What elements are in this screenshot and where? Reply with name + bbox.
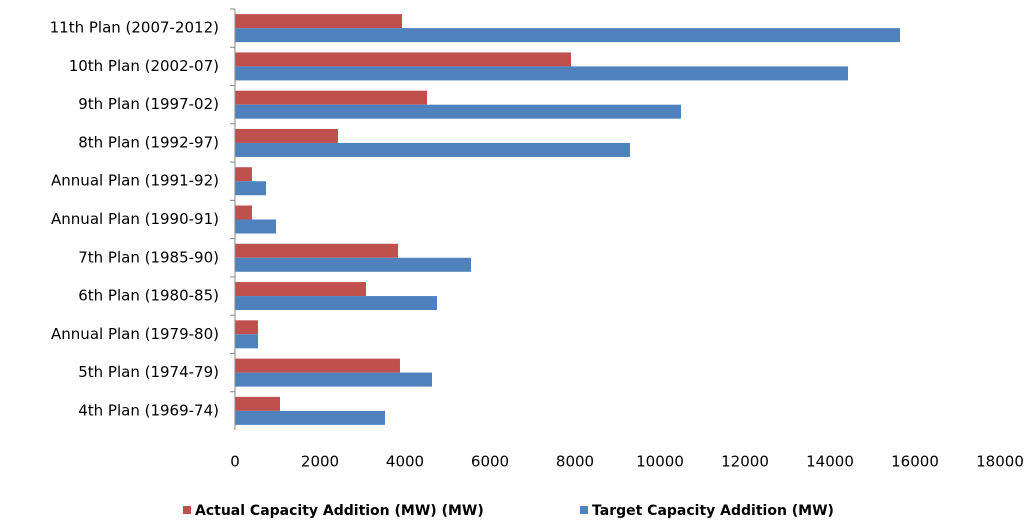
bar <box>235 257 472 272</box>
bar <box>235 142 630 157</box>
x-tick-label: 16000 <box>891 453 939 471</box>
bar <box>235 167 252 182</box>
bar <box>235 128 339 143</box>
bar <box>235 28 900 43</box>
x-tick-label: 10000 <box>636 453 684 471</box>
bar <box>235 104 681 119</box>
legend-swatch <box>183 506 191 514</box>
x-tick-label: 2000 <box>301 453 339 471</box>
bar <box>235 334 258 349</box>
bar <box>235 52 572 67</box>
x-tick-label: 18000 <box>976 453 1024 471</box>
x-tick-label: 14000 <box>806 453 854 471</box>
y-tick-label: 11th Plan (2007-2012) <box>50 19 219 37</box>
y-tick-label: 5th Plan (1974-79) <box>78 363 219 381</box>
x-tick-label: 4000 <box>386 453 424 471</box>
y-tick-label: 4th Plan (1969-74) <box>78 401 219 419</box>
x-tick-label: 0 <box>230 453 240 471</box>
y-tick-label: 10th Plan (2002-07) <box>69 57 219 75</box>
bar <box>235 296 438 311</box>
bar <box>235 205 252 220</box>
bar <box>235 90 428 105</box>
x-tick-label: 6000 <box>471 453 509 471</box>
y-tick-label: Annual Plan (1990-91) <box>51 210 219 228</box>
bar <box>235 372 432 387</box>
y-tick-label: Annual Plan (1991-92) <box>51 172 219 190</box>
bar <box>235 219 277 234</box>
bar <box>235 66 849 81</box>
legend-label: Target Capacity Addition (MW) <box>592 503 834 519</box>
y-tick-label: 9th Plan (1997-02) <box>78 95 219 113</box>
bar <box>235 320 258 335</box>
y-tick-label: Annual Plan (1979-80) <box>51 325 219 343</box>
bar <box>235 282 366 297</box>
bar <box>235 14 403 29</box>
y-tick-label: 6th Plan (1980-85) <box>78 287 219 305</box>
y-tick-label: 8th Plan (1992-97) <box>78 133 219 151</box>
x-tick-label: 12000 <box>721 453 769 471</box>
legend-swatch <box>580 506 588 514</box>
bar <box>235 410 385 425</box>
bar <box>235 243 398 258</box>
bar <box>235 396 281 411</box>
bar <box>235 181 267 196</box>
y-tick-label: 7th Plan (1985-90) <box>78 248 219 266</box>
legend-label: Actual Capacity Addition (MW) (MW) <box>195 503 484 519</box>
bar <box>235 358 400 373</box>
x-tick-label: 8000 <box>556 453 594 471</box>
